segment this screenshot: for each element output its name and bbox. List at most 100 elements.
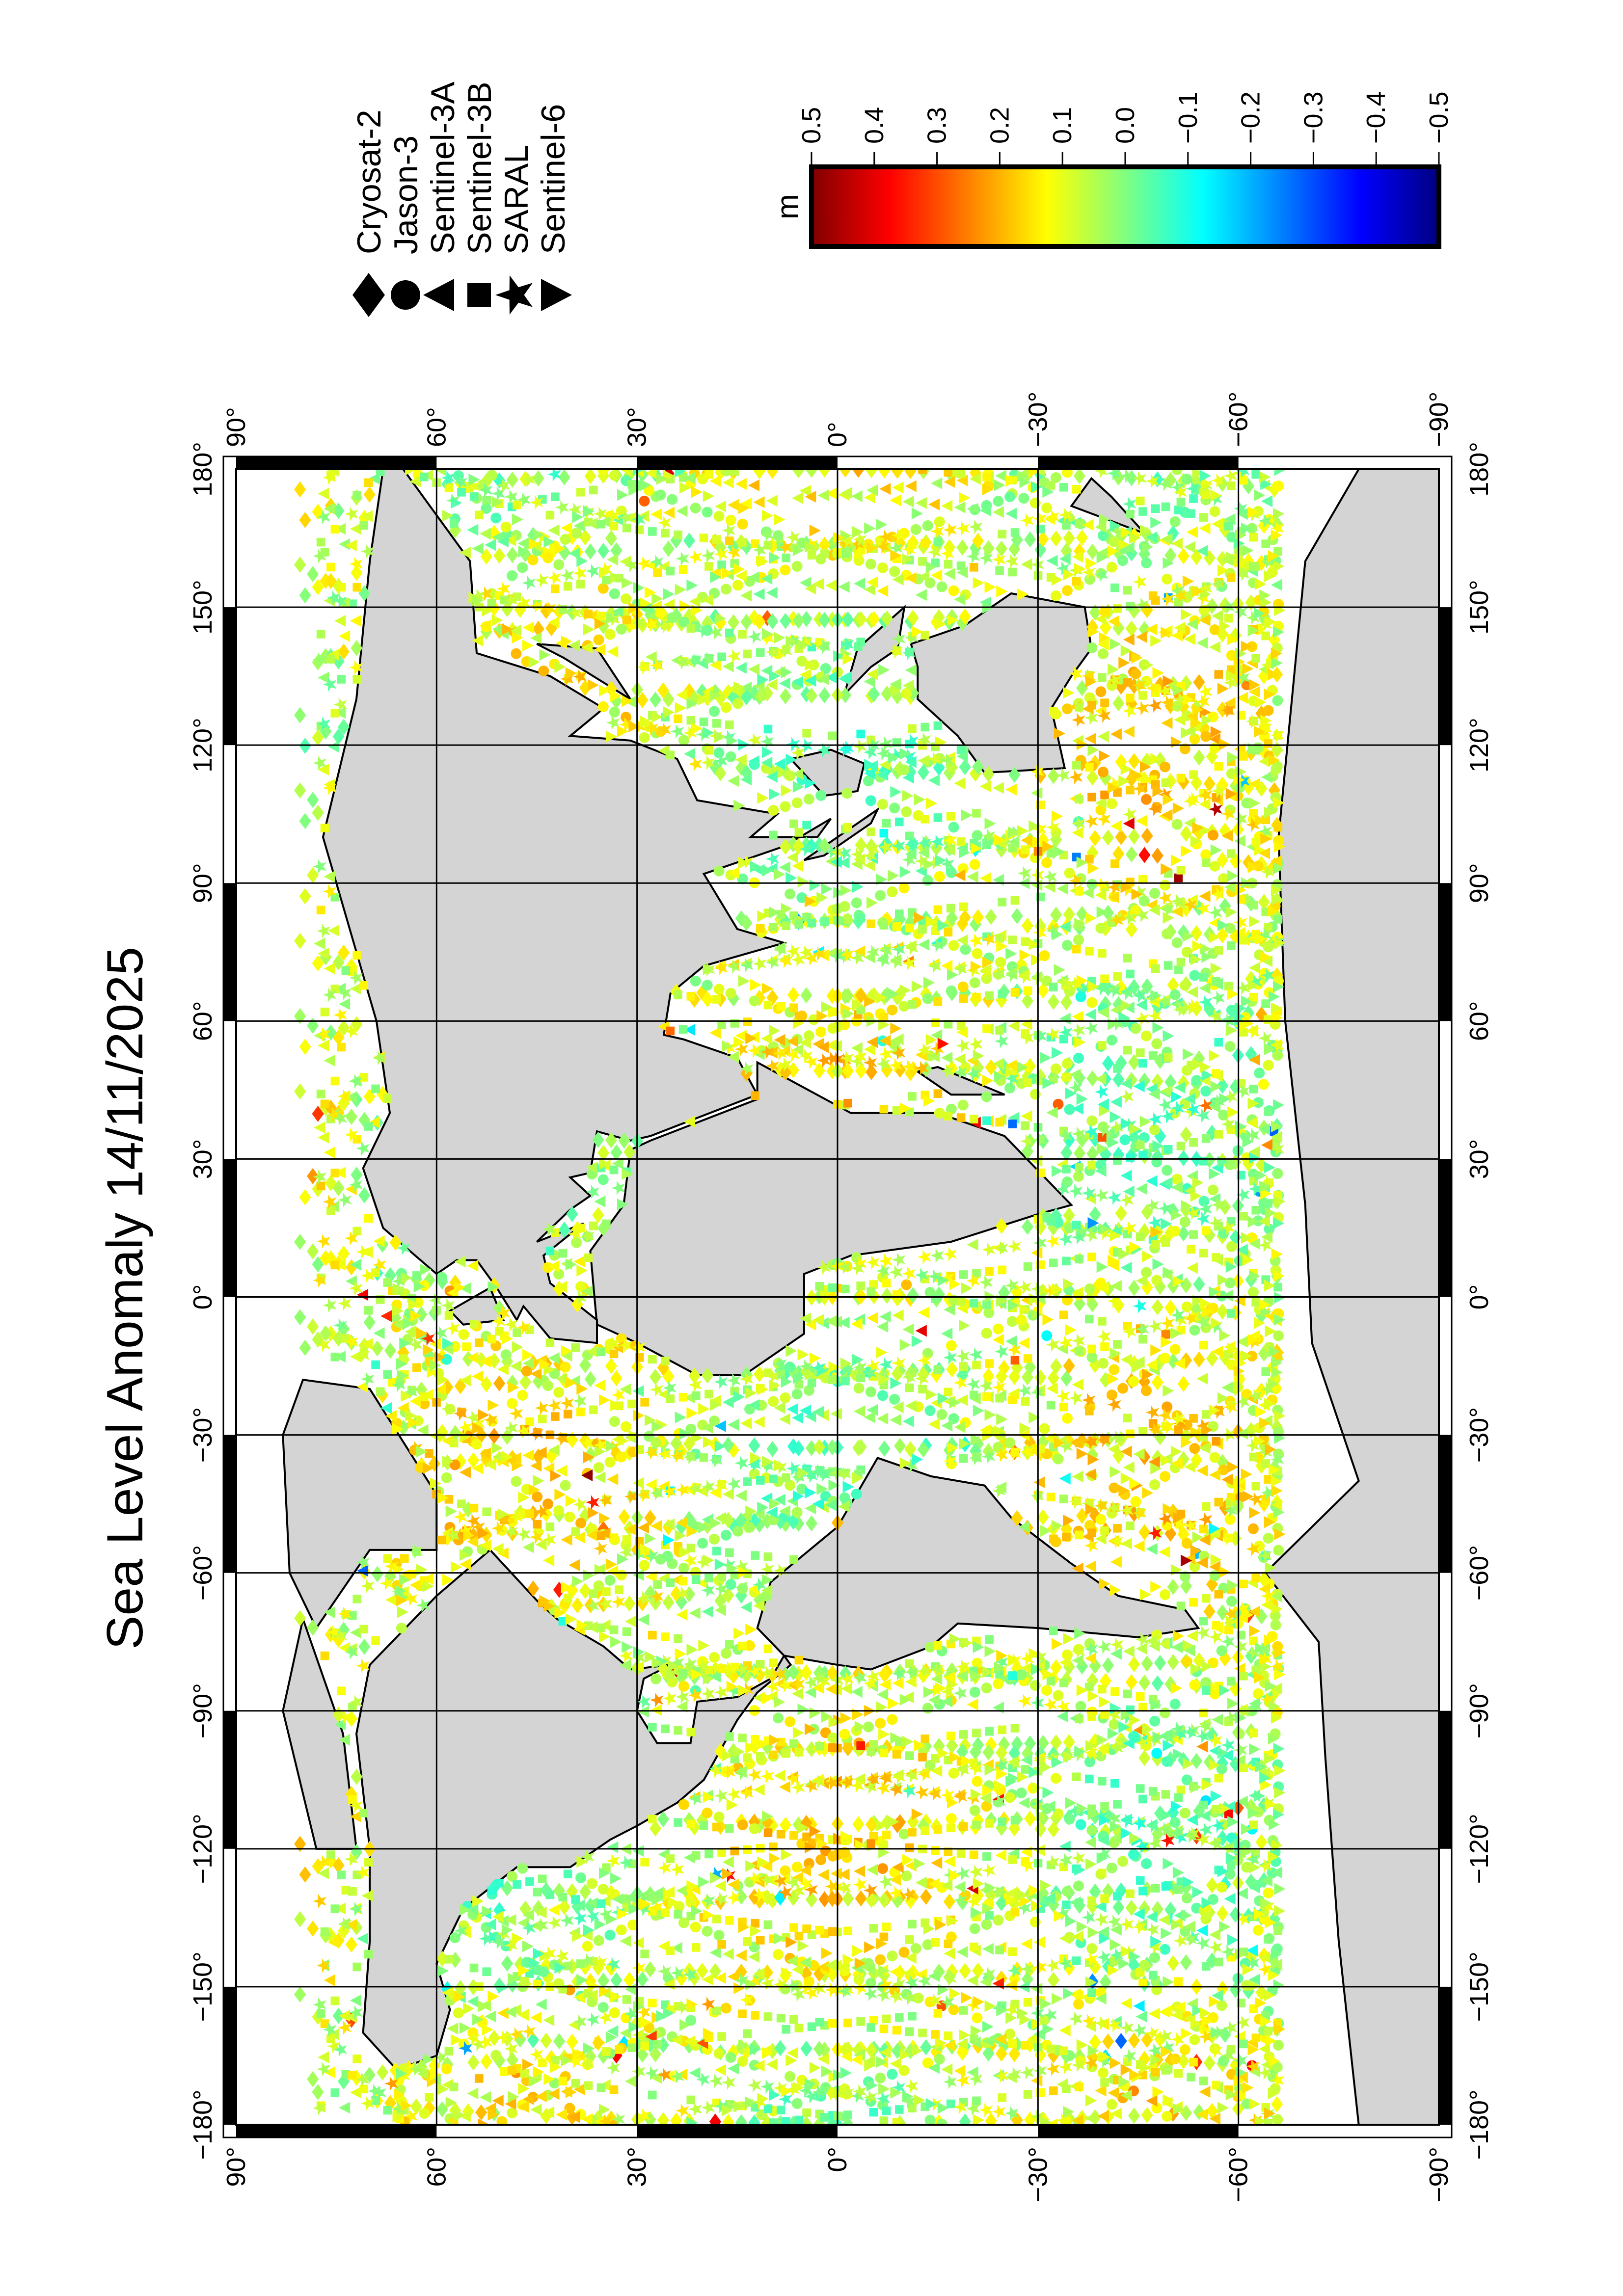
data-point	[320, 1099, 329, 1109]
data-point	[511, 1476, 522, 1487]
data-point	[1087, 1253, 1096, 1261]
data-point	[972, 1820, 981, 1829]
data-point	[542, 1262, 554, 1273]
data-point	[779, 838, 792, 855]
data-point	[1254, 1068, 1265, 1079]
data-point	[1189, 1679, 1200, 1690]
data-point	[1075, 1714, 1083, 1724]
data-point	[725, 628, 734, 638]
data-point	[1160, 1707, 1171, 1718]
data-point	[1148, 1051, 1158, 1060]
data-point	[709, 1963, 722, 1979]
data-point	[622, 615, 631, 624]
data-point	[740, 914, 753, 931]
data-point	[714, 1743, 727, 1760]
data-point	[712, 719, 721, 728]
data-point	[789, 1003, 798, 1013]
data-point	[843, 1926, 852, 1936]
data-point	[621, 593, 632, 605]
data-point	[1046, 2044, 1055, 2054]
data-point	[1189, 1138, 1198, 1147]
data-point	[881, 610, 893, 627]
data-point	[1162, 1165, 1173, 1176]
data-point	[1189, 770, 1198, 779]
data-point	[1261, 631, 1271, 641]
data-point	[1169, 516, 1181, 527]
data-point	[969, 765, 981, 782]
data-point	[805, 1816, 818, 1833]
data-point	[1100, 1802, 1109, 1811]
data-point	[609, 1533, 619, 1542]
data-point	[513, 1880, 521, 1889]
data-point	[683, 533, 696, 549]
data-point	[815, 2018, 824, 2027]
data-point	[1169, 1817, 1181, 1828]
data-point	[1023, 1998, 1032, 2007]
data-point	[545, 1522, 555, 1531]
data-point	[307, 1168, 319, 1184]
data-point	[789, 911, 798, 920]
data-point	[800, 987, 812, 1004]
data-point	[312, 1105, 324, 1122]
data-point	[1113, 1064, 1122, 1073]
data-point	[1061, 1886, 1073, 1897]
data-point	[482, 1967, 491, 1976]
data-point	[1273, 1926, 1282, 1935]
data-point	[540, 2032, 552, 2049]
data-point	[616, 623, 627, 635]
data-point	[1181, 1656, 1192, 1667]
data-point	[566, 2033, 578, 2050]
data-point	[959, 1963, 971, 1979]
data-point	[1201, 1134, 1211, 1143]
data-point	[1201, 1686, 1211, 1695]
data-point	[1113, 1524, 1122, 1533]
data-point	[527, 554, 539, 565]
data-point	[743, 1937, 752, 1946]
data-point	[1100, 1526, 1109, 1535]
data-point	[892, 922, 901, 931]
data-point	[1239, 1579, 1248, 1589]
data-point	[993, 1678, 1004, 1689]
data-point	[1239, 935, 1248, 945]
data-point	[907, 1814, 919, 1830]
data-point	[352, 1227, 362, 1236]
data-point	[1039, 2014, 1050, 2026]
data-point	[895, 2013, 904, 2022]
data-point	[1098, 949, 1107, 958]
data-point	[796, 2075, 808, 2086]
data-point	[1109, 1482, 1120, 1494]
data-point	[307, 867, 319, 883]
data-point	[678, 735, 689, 746]
data-point	[648, 1815, 657, 1824]
data-point	[1212, 977, 1220, 986]
data-point	[930, 2044, 943, 2060]
data-point	[934, 871, 945, 882]
data-point	[702, 1807, 713, 1818]
data-point	[701, 991, 714, 1008]
data-point	[887, 1714, 898, 1725]
data-point	[332, 728, 345, 745]
data-point	[553, 1356, 566, 1372]
data-point	[1098, 1777, 1107, 1786]
data-point	[419, 2108, 430, 2119]
data-point	[1198, 604, 1210, 615]
data-point	[525, 1509, 534, 1518]
data-point	[866, 919, 875, 929]
data-point	[782, 1473, 790, 1482]
data-point	[1217, 1077, 1229, 1094]
data-point	[527, 2032, 540, 2049]
data-point	[449, 1439, 459, 1448]
data-point	[1169, 1226, 1181, 1237]
data-point	[330, 1169, 340, 1177]
data-point	[1224, 1041, 1236, 1052]
data-point	[956, 1021, 966, 1030]
data-point	[320, 1927, 329, 1936]
data-point	[666, 1394, 675, 1403]
data-point	[609, 2085, 619, 2094]
data-point	[1212, 1069, 1220, 1078]
data-point	[1046, 1677, 1055, 1685]
data-point	[740, 689, 753, 705]
data-point	[789, 1739, 798, 1748]
data-point	[358, 1638, 371, 1655]
data-point	[735, 2114, 748, 2125]
